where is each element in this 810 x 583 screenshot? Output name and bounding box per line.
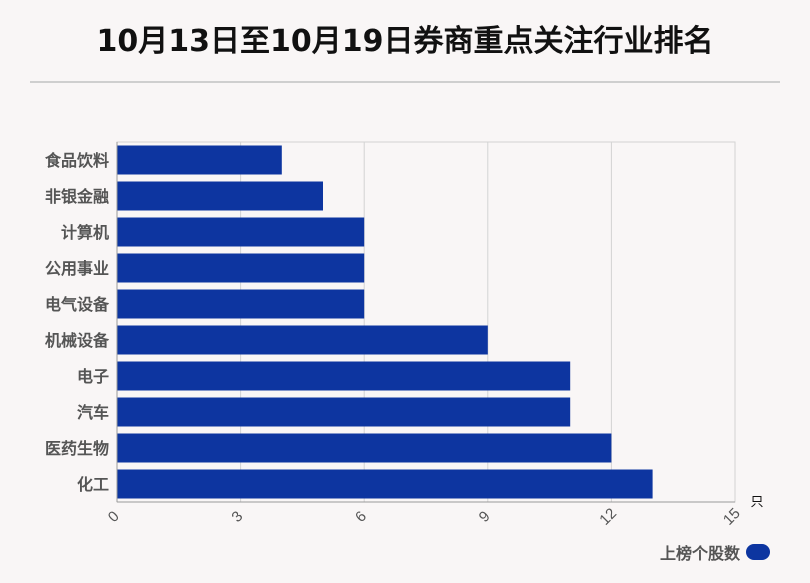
bar bbox=[117, 397, 571, 427]
unit-label: 只 bbox=[750, 495, 763, 510]
legend-swatch bbox=[746, 544, 770, 560]
bar bbox=[117, 217, 365, 247]
x-tick-label: 0 bbox=[105, 508, 123, 526]
bar bbox=[117, 433, 612, 463]
legend-label: 上榜个股数 bbox=[659, 544, 740, 563]
bar bbox=[117, 145, 282, 175]
category-label: 非银金融 bbox=[45, 187, 109, 206]
title-divider bbox=[30, 81, 780, 83]
category-label: 汽车 bbox=[77, 403, 109, 422]
legend: 上榜个股数 bbox=[660, 540, 770, 564]
category-label: 电子 bbox=[77, 367, 109, 386]
category-label: 化工 bbox=[77, 475, 109, 494]
x-tick-label: 3 bbox=[228, 508, 246, 526]
bar bbox=[117, 253, 365, 283]
x-tick-label: 6 bbox=[352, 508, 370, 526]
category-label: 医药生物 bbox=[45, 439, 109, 458]
bar bbox=[117, 289, 365, 319]
bar bbox=[117, 469, 653, 499]
chart-title: 10月13日至10月19日券商重点关注行业排名 bbox=[96, 24, 714, 59]
category-label: 机械设备 bbox=[45, 331, 110, 350]
bar bbox=[117, 361, 571, 391]
bar bbox=[117, 181, 323, 211]
x-tick-label: 12 bbox=[596, 505, 620, 529]
category-label: 电气设备 bbox=[45, 295, 110, 314]
x-tick-labels: 0 3 6 9 12 15 bbox=[105, 505, 744, 529]
category-label: 计算机 bbox=[61, 223, 109, 242]
category-label: 食品饮料 bbox=[44, 151, 109, 170]
x-tick-label: 9 bbox=[476, 508, 494, 526]
category-label: 公用事业 bbox=[45, 259, 109, 278]
x-tick-label: 15 bbox=[720, 505, 744, 529]
bars bbox=[117, 145, 653, 499]
bar bbox=[117, 325, 488, 355]
axes bbox=[116, 142, 735, 503]
